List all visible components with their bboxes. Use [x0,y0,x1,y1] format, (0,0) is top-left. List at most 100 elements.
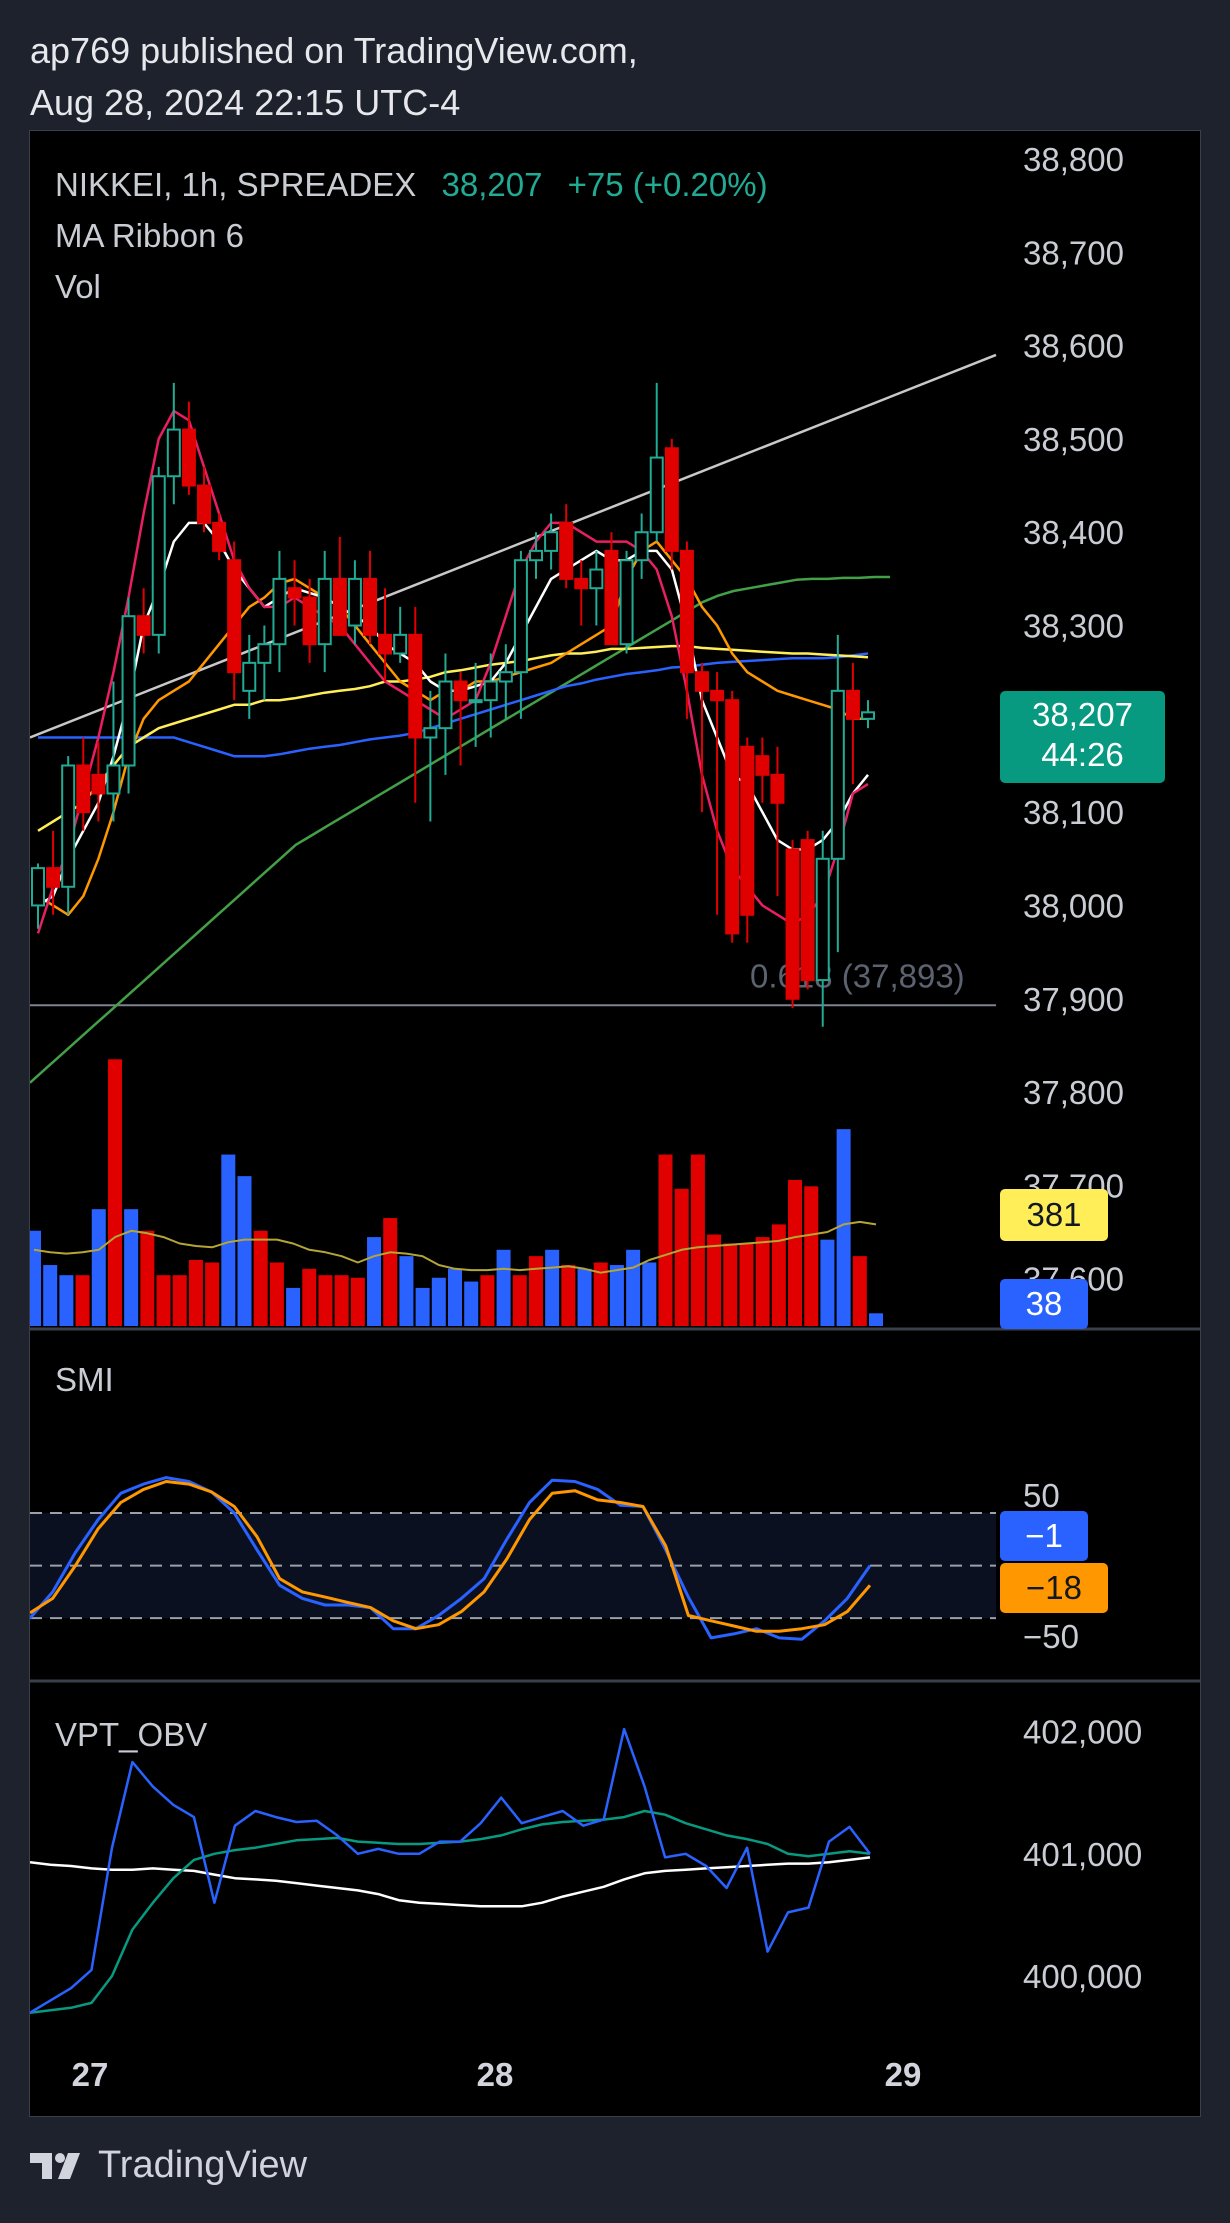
last-price-value: 38,207 [1032,696,1133,733]
candle-body [347,577,362,627]
volume-bar [626,1249,641,1326]
legend-volume[interactable]: Vol [55,268,101,305]
price-axis-label: 38,400 [1023,514,1124,551]
candle-body [740,745,755,916]
volume-bar [464,1281,479,1326]
candle-body [31,867,45,907]
publish-date: Aug 28, 2024 22:15 UTC-4 [30,82,461,123]
candle-body [755,755,770,776]
volume-bar [302,1268,317,1326]
candle-body [830,689,845,860]
candle-body [242,661,257,692]
candle-body [317,577,332,646]
candle-body [770,773,785,804]
candle-body [393,633,408,655]
vpt-ma-line [30,1856,871,1908]
candle-body [408,633,423,739]
volume-bar [367,1237,382,1326]
candle-body [272,577,287,646]
publisher-line: ap769 published on TradingView.com, [30,30,638,71]
volume-bar [188,1259,203,1326]
bar-countdown: 44:26 [1041,736,1124,773]
volume-bar [804,1186,819,1326]
candle-body [468,699,483,704]
volume-bar [59,1275,74,1326]
candle-body [664,447,679,552]
volume-bar [107,1059,122,1326]
legend-ma-ribbon[interactable]: MA Ribbon 6 [55,217,244,254]
legend-change: +75 (+0.20%) [567,166,768,203]
candle-body [91,773,106,795]
candle-body [483,680,498,702]
candle-body [498,671,513,683]
volume-bar [869,1313,883,1326]
chart-svg[interactable]: 38,800 38,700 38,600 38,500 38,400 38,300 38,1… [30,131,1200,2116]
volume-bar [852,1256,867,1326]
candle-body [302,596,317,646]
legend-symbol-row: NIKKEI, 1h, SPREADEX 38,207 +75 (+0.20%) [55,166,768,204]
legend-symbol: NIKKEI, 1h, SPREADEX [55,166,417,203]
volume-bar [707,1234,722,1326]
candle-body [438,680,453,730]
candle-body [197,484,211,524]
candle-body [46,867,61,888]
price-axis-label: 38,000 [1023,887,1124,924]
candle-body [710,689,725,702]
volume-bar [836,1129,851,1326]
fib-level-label: 0.618 (37,893) [750,957,965,994]
smi-value-tag: −1 [1000,1511,1088,1561]
candle-body [604,549,619,646]
last-price-tag: 38,207 44:26 [1000,691,1165,783]
candle-body [257,643,272,664]
volume-bar [124,1209,139,1326]
volume-bar [91,1209,106,1326]
candle-body [151,475,166,636]
candle-body [106,764,121,795]
candle-body [166,428,181,478]
volume-bar [399,1256,414,1326]
volume-bar [545,1249,560,1326]
candle-body [513,559,528,674]
volume-last-tag: 38 [1000,1279,1088,1329]
volume-bar [431,1277,446,1326]
volume-bar [269,1262,284,1326]
volume-bar [448,1268,462,1326]
volume-bar [480,1275,495,1326]
price-axis-label: 37,900 [1023,981,1124,1018]
trendline [30,353,997,739]
ma-blue-line [38,652,869,758]
candle-body [649,456,664,534]
volume-bar [609,1265,624,1326]
volume-bar [642,1262,657,1326]
volume-bar [75,1275,90,1326]
volume-bar [690,1154,705,1326]
time-axis-label: 27 [72,2056,109,2093]
candle-body [559,521,574,580]
candle-body [181,428,196,487]
volume-bar [334,1275,349,1326]
smi-signal-line [30,1480,872,1633]
vpt-axis-label: 402,000 [1023,1714,1142,1751]
candle-body [619,559,634,646]
volume-bar [577,1268,592,1326]
candle-body [634,531,649,562]
candle-body [363,577,377,636]
candle-body [679,549,694,674]
candle-body [378,633,393,655]
candle-body [529,549,543,562]
candle-body [845,689,860,720]
vpt-axis-label: 401,000 [1023,1836,1142,1873]
footer-brand[interactable]: TradingView [30,2144,307,2187]
legend-smi[interactable]: SMI [55,1361,114,1398]
volume-bar [205,1262,220,1326]
chart-area[interactable]: 38,800 38,700 38,600 38,500 38,400 38,300 38,1… [29,130,1201,2117]
volume-bar [318,1275,333,1326]
candle-body [76,764,91,814]
volume-bar [30,1230,41,1326]
time-axis-label: 29 [885,2056,922,2093]
legend-vpt-obv[interactable]: VPT_OBV [55,1716,208,1753]
candle-body [453,680,468,702]
price-axis-label: 38,700 [1023,234,1124,271]
candle-body [544,531,559,552]
volume-bar [820,1239,835,1326]
